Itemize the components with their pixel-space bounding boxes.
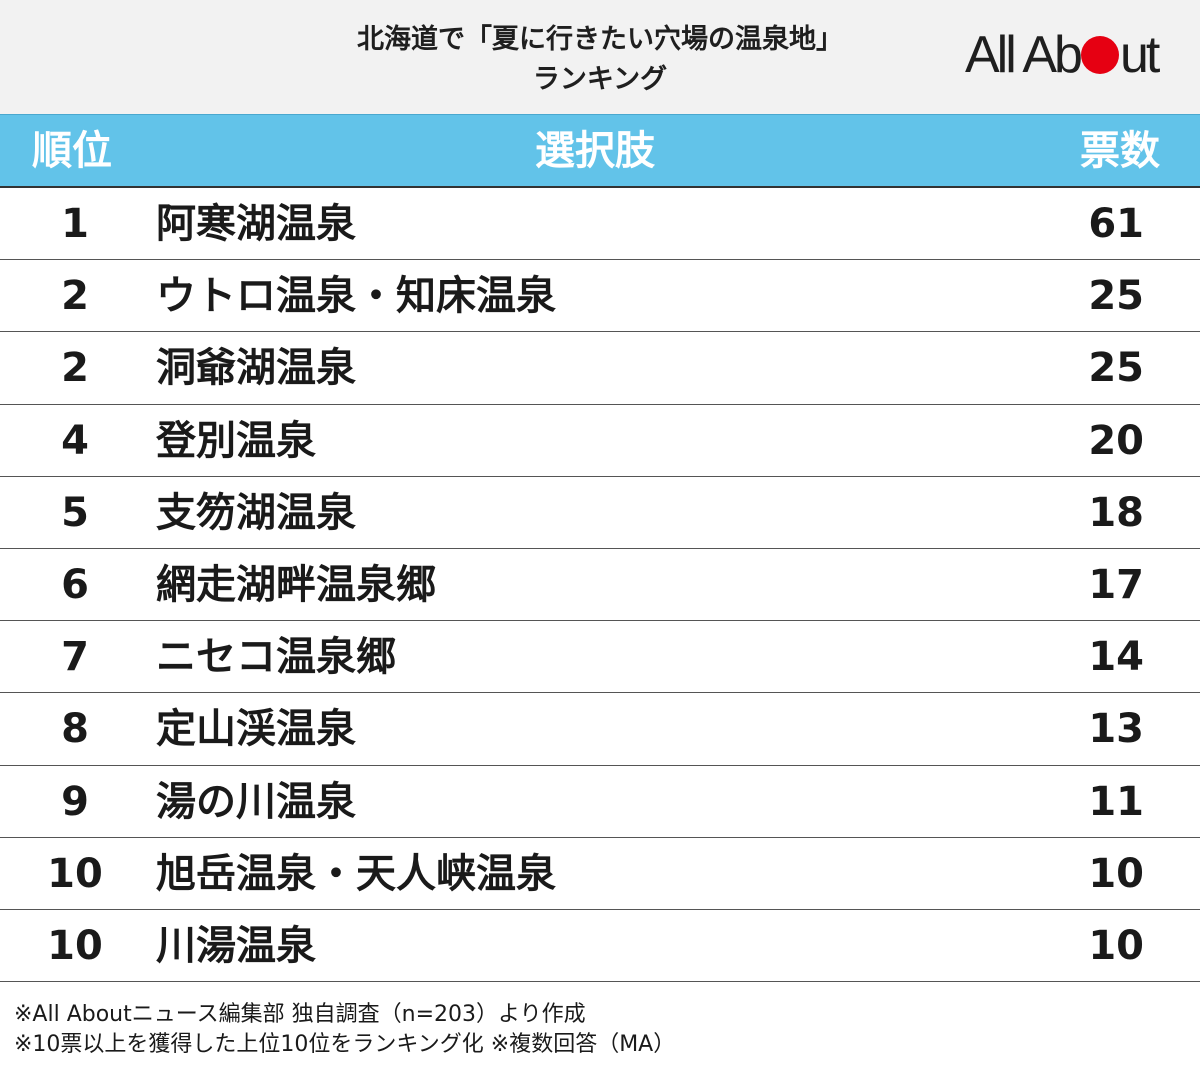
column-header-rank: 順位: [32, 128, 112, 174]
footnote-method: ※10票以上を獲得した上位10位をランキング化 ※複数回答（MA）: [14, 1032, 676, 1057]
votes-cell: 25: [1088, 345, 1144, 392]
rank-cell: 5: [61, 489, 89, 536]
votes-cell: 10: [1088, 922, 1144, 969]
table-row: 6 網走湖畔温泉郷 17: [0, 549, 1200, 622]
all-about-logo: All Ab ut: [965, 22, 1160, 88]
rank-cell: 4: [61, 417, 89, 464]
rank-cell: 2: [61, 345, 89, 392]
table-row: 4 登別温泉 20: [0, 405, 1200, 477]
table-row: 1 阿寒湖温泉 61: [0, 188, 1200, 261]
logo-text-after: ut: [1119, 26, 1160, 84]
logo-text-before: All Ab: [965, 26, 1083, 84]
table-row: 2 ウトロ温泉・知床温泉 25: [0, 260, 1200, 333]
choice-cell: 洞爺湖温泉: [156, 345, 356, 392]
rank-cell: 9: [61, 778, 89, 825]
rank-cell: 10: [47, 850, 103, 897]
votes-cell: 20: [1088, 417, 1144, 464]
votes-cell: 18: [1088, 489, 1144, 536]
choice-cell: 川湯温泉: [156, 922, 316, 969]
votes-cell: 17: [1088, 561, 1144, 608]
choice-cell: ウトロ温泉・知床温泉: [156, 273, 556, 320]
choice-cell: 阿寒湖温泉: [156, 201, 356, 247]
table-row: 7 ニセコ温泉郷 14: [0, 621, 1200, 694]
rank-cell: 7: [61, 634, 89, 681]
table-top-rule: [0, 186, 1200, 188]
votes-cell: 14: [1088, 634, 1144, 681]
title-header: 北海道で「夏に行きたい穴場の温泉地」 ランキング All Ab ut: [0, 0, 1200, 114]
rank-cell: 10: [47, 922, 103, 969]
choice-cell: 旭岳温泉・天人峡温泉: [156, 850, 556, 897]
footnotes: ※All Aboutニュース編集部 独自調査（n=203）より作成 ※10票以上…: [14, 1000, 675, 1060]
title-line-1: 北海道で「夏に行きたい穴場の温泉地」: [357, 24, 843, 55]
table-row: 2 洞爺湖温泉 25: [0, 332, 1200, 405]
choice-cell: 網走湖畔温泉郷: [156, 561, 436, 608]
table-row: 10 旭岳温泉・天人峡温泉 10: [0, 838, 1200, 910]
table-row: 9 湯の川温泉 11: [0, 766, 1200, 838]
choice-cell: 支笏湖温泉: [156, 489, 356, 536]
votes-cell: 13: [1088, 706, 1144, 753]
choice-cell: 定山渓温泉: [156, 706, 356, 753]
votes-cell: 25: [1088, 273, 1144, 320]
table-row: 5 支笏湖温泉 18: [0, 477, 1200, 549]
rank-cell: 8: [61, 706, 89, 753]
choice-cell: 登別温泉: [156, 417, 316, 464]
rank-cell: 6: [61, 561, 89, 608]
votes-cell: 11: [1088, 778, 1144, 825]
table-row: 8 定山渓温泉 13: [0, 693, 1200, 766]
footnote-source: ※All Aboutニュース編集部 独自調査（n=203）より作成: [14, 1002, 586, 1027]
table-row: 10 川湯温泉 10: [0, 910, 1200, 983]
logo-red-dot-icon: [1080, 36, 1119, 74]
table-column-header: 順位 選択肢 票数: [0, 114, 1200, 186]
column-header-votes: 票数: [1080, 128, 1160, 174]
choice-cell: 湯の川温泉: [156, 778, 356, 825]
title-line-2: ランキング: [532, 64, 668, 95]
column-header-choice: 選択肢: [535, 128, 655, 174]
votes-cell: 61: [1088, 201, 1144, 247]
rank-cell: 1: [61, 201, 89, 247]
ranking-table: 1 阿寒湖温泉 61 2 ウトロ温泉・知床温泉 25 2 洞爺湖温泉 25 4 登別温泉 20 …: [0, 188, 1200, 983]
rank-cell: 2: [61, 273, 89, 320]
votes-cell: 10: [1088, 850, 1144, 897]
page-title: 北海道で「夏に行きたい穴場の温泉地」 ランキング: [0, 20, 1200, 100]
choice-cell: ニセコ温泉郷: [156, 634, 396, 681]
